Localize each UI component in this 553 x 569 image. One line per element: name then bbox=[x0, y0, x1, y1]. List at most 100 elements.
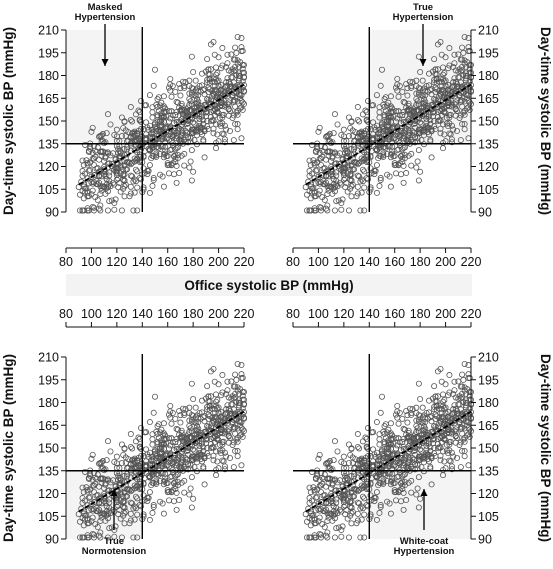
data-point bbox=[405, 102, 412, 109]
data-point bbox=[160, 510, 167, 517]
data-point bbox=[165, 170, 172, 177]
data-point bbox=[340, 499, 347, 506]
data-point bbox=[398, 171, 405, 178]
data-point bbox=[240, 389, 247, 396]
data-point bbox=[173, 443, 180, 450]
annotation-label: True bbox=[104, 536, 124, 547]
x-tick-label: 100 bbox=[81, 307, 102, 321]
data-point bbox=[391, 487, 398, 494]
data-point bbox=[221, 466, 228, 473]
data-point bbox=[159, 173, 166, 180]
data-point bbox=[303, 534, 310, 541]
data-point bbox=[117, 170, 124, 177]
data-point bbox=[88, 173, 95, 180]
data-point bbox=[315, 173, 322, 180]
data-point bbox=[213, 414, 220, 421]
data-point bbox=[213, 64, 220, 71]
data-point bbox=[215, 381, 222, 388]
regression-line bbox=[78, 83, 245, 186]
data-point bbox=[206, 71, 213, 78]
data-point bbox=[438, 378, 445, 385]
data-point bbox=[315, 506, 322, 513]
data-point bbox=[215, 54, 222, 61]
data-point bbox=[199, 113, 206, 120]
data-point bbox=[138, 424, 145, 431]
data-point bbox=[387, 510, 394, 517]
data-point bbox=[340, 486, 347, 493]
data-point bbox=[111, 200, 118, 207]
data-point bbox=[224, 51, 231, 58]
data-point bbox=[361, 207, 368, 214]
y-tick-label: 135 bbox=[478, 464, 499, 478]
data-point bbox=[178, 434, 185, 441]
data-point bbox=[460, 413, 467, 420]
data-point bbox=[131, 482, 138, 489]
data-point bbox=[348, 520, 355, 527]
data-point bbox=[459, 430, 466, 437]
annotation-label: Hypertension bbox=[75, 12, 136, 23]
data-point bbox=[362, 107, 369, 114]
data-point bbox=[442, 77, 449, 84]
data-point bbox=[460, 89, 467, 96]
data-point bbox=[377, 176, 384, 183]
data-point bbox=[433, 413, 440, 420]
y-tick-label: 210 bbox=[38, 24, 59, 38]
data-point bbox=[354, 488, 361, 495]
data-point bbox=[106, 525, 113, 532]
data-point bbox=[80, 195, 87, 202]
data-point bbox=[306, 172, 313, 179]
data-point bbox=[230, 79, 237, 86]
data-point bbox=[460, 376, 467, 383]
data-point bbox=[214, 458, 221, 465]
data-point bbox=[219, 62, 226, 69]
data-point bbox=[89, 187, 96, 194]
data-point bbox=[186, 164, 193, 171]
data-point bbox=[381, 423, 388, 430]
data-point bbox=[432, 416, 439, 423]
y-axis-title: Day-time systolic BP (mmHg) bbox=[1, 27, 16, 215]
data-point bbox=[354, 517, 361, 524]
data-point bbox=[400, 443, 407, 450]
data-point bbox=[188, 101, 195, 108]
data-point bbox=[181, 489, 188, 496]
data-point bbox=[457, 406, 464, 413]
data-point bbox=[219, 441, 226, 448]
data-point bbox=[210, 457, 217, 464]
data-point bbox=[187, 135, 194, 142]
data-point bbox=[76, 518, 83, 525]
data-point bbox=[436, 93, 443, 100]
data-point bbox=[238, 362, 245, 369]
data-point bbox=[367, 453, 374, 460]
data-point bbox=[361, 184, 368, 191]
data-point bbox=[84, 189, 91, 196]
data-point bbox=[461, 111, 468, 118]
data-point bbox=[330, 176, 337, 183]
data-point bbox=[225, 105, 232, 112]
data-point bbox=[345, 460, 352, 467]
data-point bbox=[121, 162, 128, 169]
data-point bbox=[210, 402, 217, 409]
data-point bbox=[223, 406, 230, 413]
data-point bbox=[219, 45, 226, 52]
data-point bbox=[89, 203, 96, 210]
y-tick-label: 150 bbox=[478, 442, 499, 456]
data-point bbox=[370, 119, 377, 126]
data-point bbox=[462, 77, 469, 84]
data-point bbox=[317, 488, 324, 495]
data-point bbox=[129, 118, 136, 125]
data-point bbox=[134, 511, 141, 518]
data-point bbox=[160, 154, 167, 161]
data-point bbox=[225, 428, 232, 435]
data-point bbox=[448, 139, 455, 146]
data-point bbox=[240, 409, 247, 416]
data-point bbox=[456, 114, 463, 121]
data-point bbox=[82, 468, 89, 475]
data-point bbox=[387, 478, 394, 485]
data-point bbox=[384, 126, 391, 133]
data-point bbox=[215, 404, 222, 411]
data-point bbox=[415, 53, 422, 60]
data-point bbox=[358, 155, 365, 162]
data-point bbox=[89, 514, 96, 521]
data-point bbox=[190, 69, 197, 76]
data-point bbox=[199, 409, 206, 416]
